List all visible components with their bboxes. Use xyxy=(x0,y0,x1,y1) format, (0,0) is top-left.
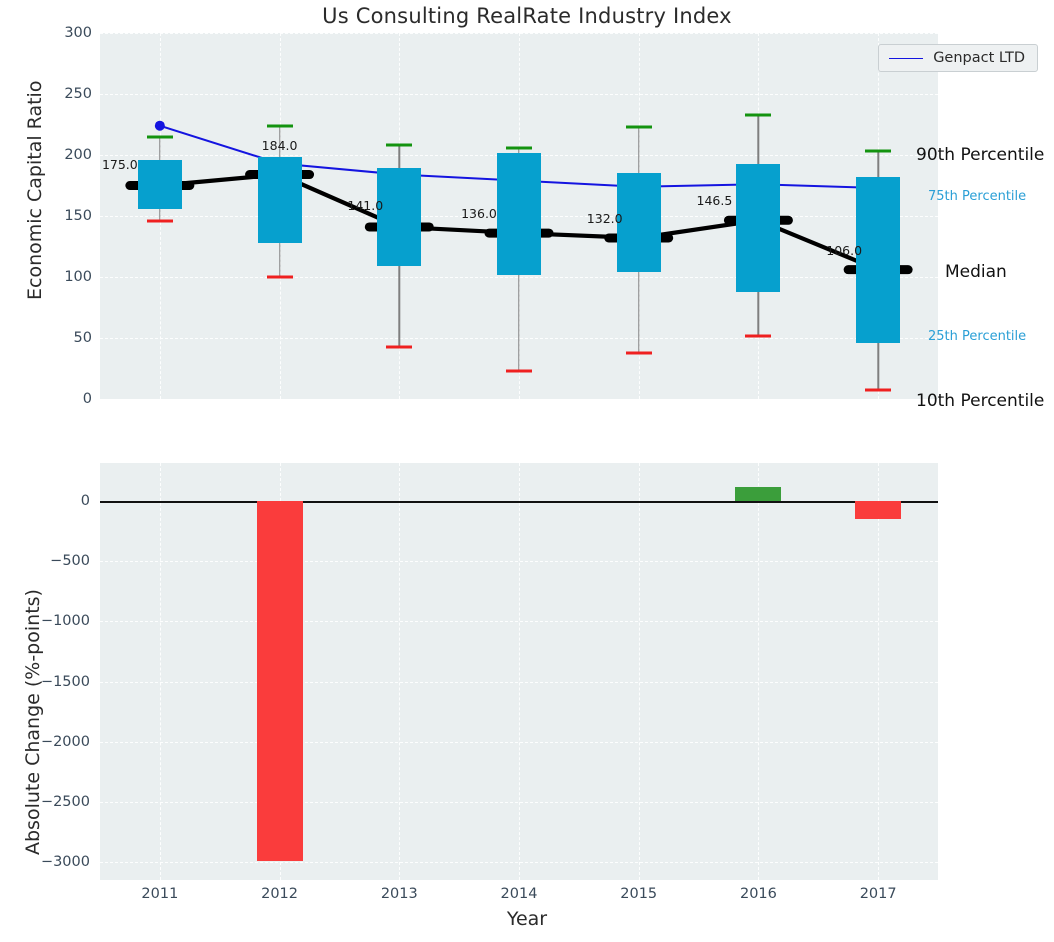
change-bar-2012 xyxy=(256,501,303,861)
median-label-2011: 175.0 xyxy=(101,156,138,172)
gridline-horizontal xyxy=(100,399,938,400)
y-tick-top: 100 xyxy=(64,269,92,285)
legend-line-swatch xyxy=(889,57,924,59)
x-tick-2011: 2011 xyxy=(141,886,179,902)
cap-p90-2016 xyxy=(745,113,772,117)
annotation-median: Median xyxy=(945,262,1007,282)
annotation-p90: 90th Percentile xyxy=(916,145,1045,165)
gridline-vertical xyxy=(638,463,640,880)
cap-p90-2014 xyxy=(506,146,532,150)
box-2012 xyxy=(257,157,302,243)
chart-title: Us Consulting RealRate Industry Index xyxy=(322,4,732,28)
y-tick-bottom: −2500 xyxy=(40,793,90,810)
cap-p10-2017 xyxy=(865,388,892,392)
y-tick-top: 0 xyxy=(82,391,92,407)
cap-p10-2016 xyxy=(745,334,772,338)
median-label-2015: 132.0 xyxy=(586,210,623,226)
y-tick-top: 250 xyxy=(64,86,92,102)
x-tick-2012: 2012 xyxy=(261,886,299,902)
gridline-vertical xyxy=(399,463,401,880)
cap-p10-2014 xyxy=(506,369,532,373)
x-tick-2014: 2014 xyxy=(500,886,538,902)
gridline-vertical xyxy=(519,463,520,880)
box-2016 xyxy=(736,163,781,292)
cap-p90-2015 xyxy=(625,125,652,129)
x-tick-2013: 2013 xyxy=(380,886,418,902)
y-tick-bottom: −500 xyxy=(50,553,90,570)
cap-p90-2011 xyxy=(146,135,173,139)
cap-p10-2011 xyxy=(146,219,173,223)
bottom-plot-panel xyxy=(100,463,938,880)
y-tick-top: 300 xyxy=(64,25,92,41)
y-tick-bottom: −1000 xyxy=(40,613,90,630)
box-2014 xyxy=(497,152,541,275)
x-tick-2015: 2015 xyxy=(620,886,658,902)
gridline-vertical xyxy=(878,463,880,880)
cap-p90-2012 xyxy=(266,124,293,128)
y-tick-bottom: −3000 xyxy=(40,854,90,870)
top-y-axis-label: Economic Capital Ratio xyxy=(24,80,46,300)
zero-baseline xyxy=(100,501,938,503)
median-label-2013: 141.0 xyxy=(347,197,384,213)
median-label-2017: 106.0 xyxy=(826,242,863,258)
legend-label-genpact: Genpact LTD xyxy=(933,50,1025,66)
annotation-p10: 10th Percentile xyxy=(916,391,1045,411)
cap-p90-2017 xyxy=(865,149,892,153)
change-bar-2016 xyxy=(735,486,782,501)
cap-p10-2015 xyxy=(625,351,652,355)
annotation-p75: 75th Percentile xyxy=(928,189,1027,204)
y-tick-bottom: −2000 xyxy=(40,733,90,750)
y-tick-top: 150 xyxy=(64,208,92,224)
box-2011 xyxy=(137,159,182,209)
gridline-vertical xyxy=(159,463,161,880)
annotation-p25: 25th Percentile xyxy=(928,329,1027,344)
cap-p90-2013 xyxy=(386,143,413,147)
y-tick-bottom: −1500 xyxy=(40,673,90,690)
cap-p10-2013 xyxy=(386,345,413,349)
cap-p10-2012 xyxy=(266,275,293,279)
x-tick-2016: 2016 xyxy=(739,886,777,902)
x-tick-2017: 2017 xyxy=(859,886,897,902)
box-2017 xyxy=(856,176,901,343)
y-tick-top: 50 xyxy=(73,330,92,346)
y-tick-bottom: 0 xyxy=(80,493,90,509)
y-tick-top: 200 xyxy=(64,147,92,163)
x-axis-label: Year xyxy=(506,908,548,930)
change-bar-2017 xyxy=(855,501,902,520)
box-2015 xyxy=(616,173,661,273)
median-label-2016: 146.5 xyxy=(696,193,733,209)
median-label-2012: 184.0 xyxy=(261,137,298,153)
gridline-vertical xyxy=(758,463,760,880)
legend[interactable]: Genpact LTD xyxy=(878,44,1038,72)
box-2013 xyxy=(377,168,422,266)
median-label-2014: 136.0 xyxy=(461,206,497,222)
